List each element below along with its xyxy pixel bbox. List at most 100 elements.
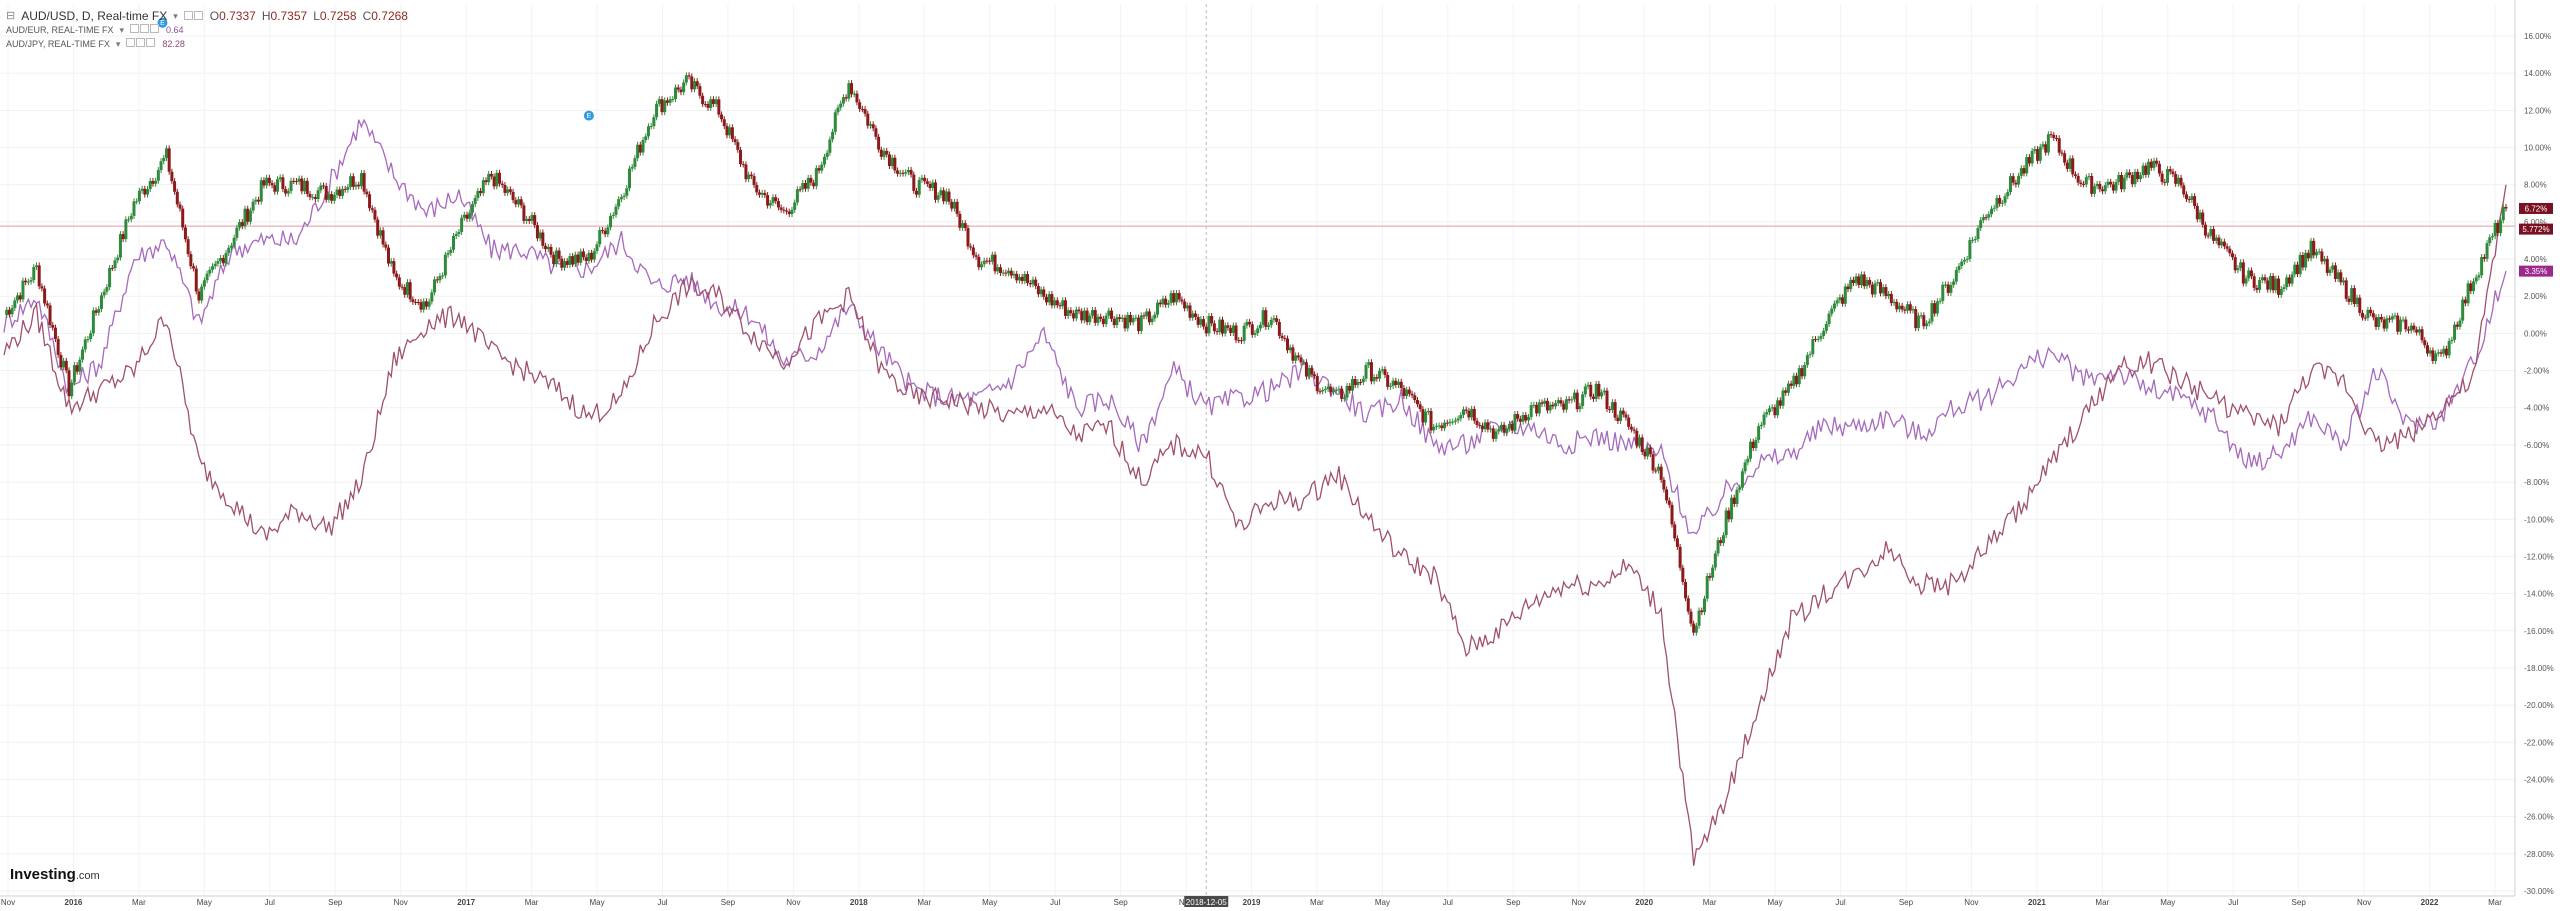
y-tick-label: 6.00% xyxy=(2524,218,2547,227)
candle-body xyxy=(435,279,439,281)
candle-body xyxy=(1702,598,1706,613)
legend-compare-row[interactable]: AUD/EUR, REAL-TIME FX ▾ 0.64 xyxy=(6,23,408,37)
candle-body xyxy=(2138,175,2142,180)
candle-body xyxy=(1315,376,1319,392)
candle-body xyxy=(657,99,661,104)
candle-body xyxy=(1529,405,1533,418)
candle-body xyxy=(609,215,613,228)
candle-body xyxy=(1933,303,1937,314)
candle-body xyxy=(2141,165,2145,176)
candle-body xyxy=(1426,410,1430,412)
candle-body xyxy=(944,191,948,202)
candle-body xyxy=(1805,355,1809,365)
candle-body xyxy=(1226,325,1230,328)
candle-body xyxy=(760,192,764,195)
series-line-audeur xyxy=(3,118,2507,535)
candle-body xyxy=(97,308,101,313)
candle-body xyxy=(205,273,209,281)
chevron-down-icon[interactable]: ▾ xyxy=(119,25,125,35)
candle-body xyxy=(2336,272,2340,279)
candle-body xyxy=(2249,270,2253,277)
candle-body xyxy=(2358,297,2362,313)
chevron-down-icon[interactable]: ▾ xyxy=(115,39,121,49)
legend-compare-label[interactable]: AUD/EUR, REAL-TIME FX xyxy=(6,25,114,35)
candle-body xyxy=(2436,352,2440,354)
candle-body xyxy=(2184,194,2188,200)
candle-body xyxy=(235,227,239,238)
candle-body xyxy=(297,178,301,182)
legend-compare-controls[interactable] xyxy=(126,37,156,51)
candle-body xyxy=(1835,300,1839,304)
candle-body xyxy=(2350,288,2354,302)
candle-body xyxy=(1353,378,1357,386)
chevron-down-icon[interactable]: ▾ xyxy=(173,11,178,21)
legend-compare-controls[interactable] xyxy=(130,23,160,37)
legend-main-controls[interactable] xyxy=(183,9,204,23)
candle-body xyxy=(1107,310,1111,316)
candle-body xyxy=(303,180,307,192)
candle-body xyxy=(1922,315,1926,327)
candle-body xyxy=(2496,222,2500,234)
candle-body xyxy=(1808,354,1812,356)
candle-body xyxy=(346,186,350,190)
candle-body xyxy=(2428,350,2432,354)
candle-body xyxy=(1475,420,1479,426)
candle-body xyxy=(2425,345,2429,354)
candle-body xyxy=(565,261,569,265)
legend-close: C0.7268 xyxy=(362,9,408,23)
x-tick-label: Sep xyxy=(2292,898,2307,907)
candle-body xyxy=(747,174,751,180)
legend-compare-label[interactable]: AUD/JPY, REAL-TIME FX xyxy=(6,39,110,49)
candle-body xyxy=(1296,355,1300,358)
candle-body xyxy=(446,252,450,255)
candle-body xyxy=(433,279,437,293)
candle-body xyxy=(64,360,68,371)
candle-body xyxy=(874,128,878,137)
legend-main-row[interactable]: ⊟ AUD/USD, D, Real-time FX ▾ O0.7337 H0.… xyxy=(6,9,408,23)
candle-body xyxy=(2241,262,2245,284)
candle-body xyxy=(1253,333,1257,335)
event-marker-icon[interactable] xyxy=(583,110,594,121)
candle-body xyxy=(43,288,47,304)
candle-body xyxy=(544,245,548,250)
candle-body xyxy=(1564,399,1568,410)
candle-body xyxy=(470,204,474,213)
candle-body xyxy=(354,184,358,187)
candle-body xyxy=(1204,326,1208,334)
collapse-icon[interactable]: ⊟ xyxy=(6,10,16,22)
candle-body xyxy=(2314,251,2318,256)
candle-body xyxy=(1889,293,1893,304)
candle-body xyxy=(998,267,1002,274)
y-tick-label: -10.00% xyxy=(2524,515,2554,524)
candle-body xyxy=(1510,423,1514,431)
candle-body xyxy=(1719,540,1723,544)
event-marker-icon[interactable] xyxy=(157,17,168,28)
candle-body xyxy=(1183,301,1187,309)
crosshair-date-label: 2018-12-05 xyxy=(1186,898,1227,907)
candle-body xyxy=(990,254,994,262)
candle-body xyxy=(311,197,315,199)
candle-body xyxy=(2174,174,2178,184)
candle-body xyxy=(1221,319,1225,334)
candle-body xyxy=(1700,610,1704,613)
legend-compare-row[interactable]: AUD/JPY, REAL-TIME FX ▾ 82.28 xyxy=(6,37,408,51)
candle-body xyxy=(1594,383,1598,399)
candle-body xyxy=(1751,441,1755,448)
x-tick-label: Sep xyxy=(1506,898,1521,907)
candle-body xyxy=(1516,414,1520,419)
candle-body xyxy=(62,360,66,368)
candle-body xyxy=(2344,280,2348,299)
candle-body xyxy=(1735,489,1739,505)
candle-body xyxy=(1705,576,1709,599)
candle-body xyxy=(1250,324,1254,335)
candle-body xyxy=(1424,411,1428,423)
legend-main-symbol[interactable]: AUD/USD, D, Real-time FX xyxy=(21,9,168,23)
candle-body xyxy=(1914,309,1918,329)
candle-body xyxy=(1998,197,2002,204)
candle-body xyxy=(1686,598,1690,612)
y-tick-label: -2.00% xyxy=(2524,367,2549,376)
candle-body xyxy=(684,75,688,83)
x-tick-label: May xyxy=(197,898,212,907)
